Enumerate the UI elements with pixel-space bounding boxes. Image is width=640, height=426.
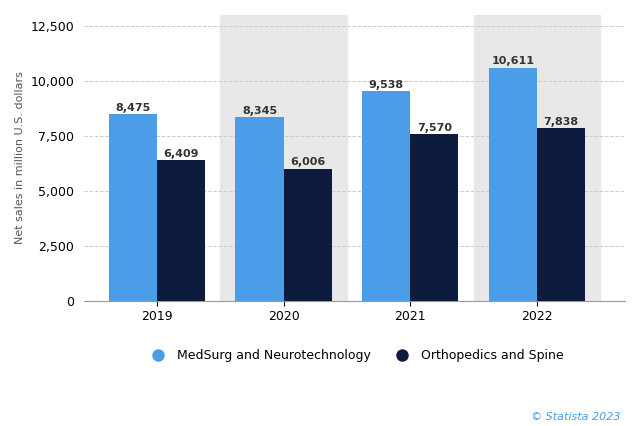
Bar — [474, 15, 600, 301]
Bar — [109, 115, 157, 301]
Text: 7,570: 7,570 — [417, 123, 452, 133]
Bar — [220, 15, 347, 301]
Text: 8,345: 8,345 — [242, 106, 277, 116]
Legend: MedSurg and Neurotechnology, Orthopedics and Spine: MedSurg and Neurotechnology, Orthopedics… — [141, 344, 568, 367]
Bar — [489, 67, 537, 301]
Bar — [537, 129, 585, 301]
Y-axis label: Net sales in million U.S. dollars: Net sales in million U.S. dollars — [15, 72, 25, 245]
Bar — [284, 169, 332, 301]
Text: 9,538: 9,538 — [369, 80, 404, 90]
Text: 7,838: 7,838 — [543, 117, 579, 127]
Text: 10,611: 10,611 — [492, 56, 534, 66]
Bar — [362, 91, 410, 301]
Text: 6,409: 6,409 — [163, 149, 198, 158]
Text: © Statista 2023: © Statista 2023 — [531, 412, 621, 422]
Bar — [410, 134, 458, 301]
Bar — [236, 117, 284, 301]
Bar — [157, 160, 205, 301]
Text: 6,006: 6,006 — [290, 158, 325, 167]
Text: 8,475: 8,475 — [115, 103, 150, 113]
